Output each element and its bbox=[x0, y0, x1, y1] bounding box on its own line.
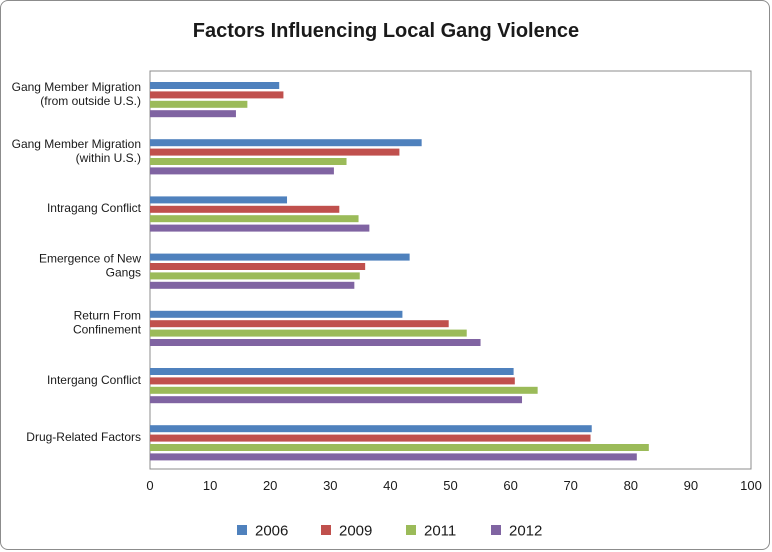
bar-2009-5 bbox=[150, 377, 515, 385]
category-label: Drug-Related Factors bbox=[26, 430, 141, 444]
x-tick-label: 60 bbox=[503, 478, 517, 493]
category-label: (within U.S.) bbox=[76, 151, 141, 165]
x-tick-label: 40 bbox=[383, 478, 397, 493]
chart-title: Factors Influencing Local Gang Violence bbox=[192, 20, 580, 42]
bar-2011-1 bbox=[150, 158, 347, 165]
bar-2012-3 bbox=[150, 281, 355, 289]
x-tick-label: 50 bbox=[443, 478, 457, 493]
legend-swatch-2012 bbox=[491, 525, 501, 535]
bar-2012-2 bbox=[150, 224, 370, 232]
bar-2011-2 bbox=[150, 215, 359, 223]
bar-2011-3 bbox=[150, 272, 360, 280]
bar-2006-0 bbox=[150, 82, 280, 89]
legend-swatch-2011 bbox=[406, 525, 416, 535]
legend-label-2012: 2012 bbox=[509, 523, 542, 540]
legend-swatch-2009 bbox=[321, 525, 331, 535]
legend-label-2011: 2011 bbox=[424, 523, 456, 540]
bar-2009-0 bbox=[150, 91, 284, 99]
x-tick-label: 20 bbox=[263, 478, 277, 493]
category-label: Intergang Conflict bbox=[47, 373, 142, 387]
legend-label-2009: 2009 bbox=[339, 523, 372, 540]
bar-2012-6 bbox=[150, 453, 637, 461]
bar-2012-4 bbox=[150, 339, 481, 346]
bar-2011-4 bbox=[150, 329, 467, 337]
bar-2006-4 bbox=[150, 310, 403, 318]
category-label: Gangs bbox=[106, 265, 141, 279]
x-tick-label: 90 bbox=[684, 478, 698, 493]
category-label: Confinement bbox=[73, 323, 142, 337]
legend-label-2006: 2006 bbox=[255, 523, 288, 540]
category-label: Gang Member Migration bbox=[12, 80, 141, 94]
legend-swatch-2006 bbox=[237, 525, 247, 535]
bar-2006-5 bbox=[150, 368, 514, 375]
legend: 2006 2009 2011 2012 bbox=[237, 523, 542, 540]
x-tick-label: 100 bbox=[740, 478, 762, 493]
bar-2011-6 bbox=[150, 444, 649, 451]
bar-2009-1 bbox=[150, 148, 400, 156]
bar-2009-6 bbox=[150, 434, 591, 442]
bar-2006-2 bbox=[150, 196, 288, 204]
bar-2012-5 bbox=[150, 396, 523, 404]
x-tick-label: 30 bbox=[323, 478, 337, 493]
bar-2009-2 bbox=[150, 205, 340, 213]
category-labels: Gang Member Migration(from outside U.S.)… bbox=[12, 80, 142, 444]
bar-2006-3 bbox=[150, 253, 410, 261]
x-tick-label: 80 bbox=[624, 478, 638, 493]
x-tick-label: 0 bbox=[146, 478, 153, 493]
x-tick-label: 10 bbox=[203, 478, 217, 493]
bar-2006-6 bbox=[150, 425, 592, 433]
bar-2009-4 bbox=[150, 320, 449, 328]
bars-group bbox=[150, 82, 649, 461]
x-tick-label: 70 bbox=[563, 478, 577, 493]
bar-2011-0 bbox=[150, 100, 248, 108]
bar-2012-1 bbox=[150, 167, 334, 175]
category-label: (from outside U.S.) bbox=[40, 94, 141, 108]
category-label: Intragang Conflict bbox=[47, 201, 142, 215]
bar-2009-3 bbox=[150, 263, 366, 270]
bar-2012-0 bbox=[150, 110, 236, 118]
category-label: Emergence of New bbox=[39, 251, 141, 265]
category-label: Return From bbox=[74, 309, 141, 323]
x-tick-labels: 0 10 20 30 40 50 60 70 80 90 100 bbox=[146, 478, 761, 493]
bar-2006-1 bbox=[150, 139, 422, 147]
category-label: Gang Member Migration bbox=[12, 137, 141, 151]
bar-2011-5 bbox=[150, 386, 538, 394]
